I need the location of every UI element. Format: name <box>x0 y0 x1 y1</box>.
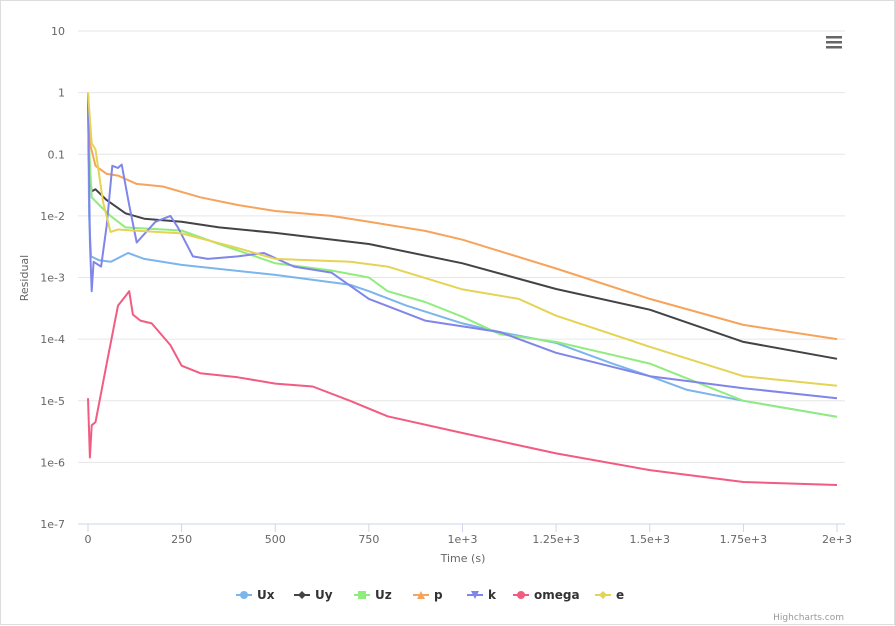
legend-marker-circle-icon <box>517 591 525 599</box>
x-tick-label: 1.25e+3 <box>532 533 579 546</box>
hamburger-menu-icon[interactable] <box>826 36 842 50</box>
y-tick-label: 1e-3 <box>40 272 65 285</box>
x-tick-label: 1.75e+3 <box>720 533 767 546</box>
legend-label: Ux <box>257 588 275 602</box>
credits-link[interactable]: Highcharts.com <box>773 613 844 623</box>
series-line-k[interactable] <box>87 92 838 400</box>
y-tick-label: 1e-2 <box>40 210 65 223</box>
legend-item-p[interactable]: p <box>413 588 443 602</box>
series-line-omega[interactable] <box>87 290 838 486</box>
legend: Ux Uy Uz p k omega e <box>236 588 624 602</box>
legend-item-omega[interactable]: omega <box>513 588 580 602</box>
legend-item-Uz[interactable]: Uz <box>354 588 392 602</box>
x-tick-label: 500 <box>265 533 286 546</box>
series-line-p[interactable] <box>87 92 838 341</box>
y-tick-label: 1e-4 <box>40 333 65 346</box>
legend-item-e[interactable]: e <box>595 588 624 602</box>
y-tick-label: 10 <box>51 25 65 38</box>
x-tick-label: 2e+3 <box>822 533 852 546</box>
series-lines <box>87 92 838 486</box>
y-tick-label: 1 <box>58 87 65 100</box>
legend-marker-square-icon <box>358 591 366 599</box>
x-tick-label: 1e+3 <box>448 533 478 546</box>
x-axis-title: Time (s) <box>440 552 486 565</box>
series-line-e[interactable] <box>87 92 838 387</box>
y-axis-title: Residual <box>18 255 31 301</box>
legend-marker-triangle-down-icon <box>471 591 479 599</box>
legend-label: k <box>488 588 497 602</box>
legend-item-Uy[interactable]: Uy <box>294 588 333 602</box>
legend-item-Ux[interactable]: Ux <box>236 588 275 602</box>
x-tick-label: 750 <box>358 533 379 546</box>
y-tick-label: 1e-7 <box>40 518 65 531</box>
legend-label: Uz <box>375 588 392 602</box>
legend-marker-triangle-icon <box>417 591 425 599</box>
x-tick-label: 0 <box>85 533 92 546</box>
legend-label: omega <box>534 588 580 602</box>
y-tick-label: 0.1 <box>48 148 66 161</box>
legend-marker-circle-icon <box>240 591 248 599</box>
legend-label: Uy <box>315 588 333 602</box>
legend-marker-diamond-icon <box>599 591 607 599</box>
x-tick-label: 250 <box>171 533 192 546</box>
x-axis-ticks: 0 250 500 750 1e+3 1.25e+3 1.5e+3 1.75e+3 2e+3 <box>85 524 852 546</box>
y-tick-label: 1e-6 <box>40 456 65 469</box>
x-tick-label: 1.5e+3 <box>630 533 670 546</box>
y-axis-ticks: 10 1 0.1 1e-2 1e-3 1e-4 1e-5 1e-6 1e-7 <box>40 25 65 531</box>
y-tick-label: 1e-5 <box>40 395 65 408</box>
series-line-Uy[interactable] <box>87 92 838 360</box>
legend-marker-diamond-icon <box>298 591 306 599</box>
legend-label: e <box>616 588 624 602</box>
legend-item-k[interactable]: k <box>467 588 497 602</box>
legend-label: p <box>434 588 443 602</box>
series-line-Ux[interactable] <box>87 92 838 418</box>
grid <box>78 30 845 525</box>
